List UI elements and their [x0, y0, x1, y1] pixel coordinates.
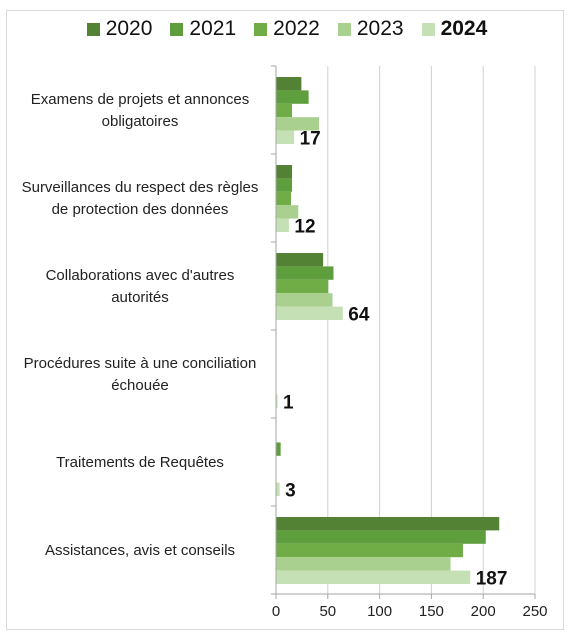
- data-label: 12: [294, 216, 315, 237]
- legend-item: 2023: [337, 17, 404, 41]
- bar-2022: [276, 543, 463, 558]
- data-label: 1: [283, 392, 294, 413]
- bar-2024: [276, 570, 471, 584]
- legend-swatch: [254, 22, 268, 36]
- data-label: 64: [348, 304, 370, 325]
- x-tick-label: 150: [419, 603, 444, 620]
- data-label: 3: [285, 480, 296, 501]
- bar-2022: [276, 279, 329, 294]
- bar-2020: [276, 165, 293, 179]
- legend-swatch: [337, 22, 351, 36]
- bar-2021: [276, 178, 293, 192]
- legend-label: 2022: [273, 17, 320, 40]
- bar-2022: [276, 191, 292, 206]
- x-tick-label: 250: [522, 603, 547, 620]
- bar-2024: [276, 394, 278, 408]
- category-label: échouée: [111, 377, 169, 394]
- bar-2023: [276, 557, 451, 571]
- bar-2024: [276, 130, 295, 144]
- bar-2023: [276, 205, 299, 219]
- legend-swatch: [170, 22, 184, 36]
- bar-2021: [276, 442, 281, 456]
- category-label: autorités: [111, 289, 169, 306]
- bar-2023: [276, 117, 319, 131]
- legend-item: 2020: [86, 17, 153, 41]
- bar-2024: [276, 482, 280, 496]
- category-label: obligatoires: [102, 113, 179, 130]
- x-tick-label: 200: [471, 603, 496, 620]
- bar-2021: [276, 266, 334, 280]
- bar-2020: [276, 253, 324, 267]
- bar-2021: [276, 530, 486, 544]
- category-label: Surveillances du respect des règles: [22, 179, 259, 196]
- legend-swatch: [86, 22, 100, 36]
- legend-swatch: [421, 22, 435, 36]
- legend-label: 2024: [440, 17, 488, 40]
- category-label: de protection des données: [52, 201, 229, 218]
- legend-item: 2024: [421, 17, 488, 41]
- legend-label: 2021: [189, 17, 237, 40]
- bar-2021: [276, 90, 309, 104]
- legend-label: 2023: [356, 17, 404, 40]
- data-label: 187: [476, 568, 508, 589]
- data-label: 17: [300, 128, 321, 149]
- legend-label: 2020: [105, 17, 153, 40]
- x-tick-label: 50: [319, 603, 336, 620]
- x-tick-label: 0: [272, 603, 280, 620]
- bar-2024: [276, 306, 343, 320]
- category-label: Assistances, avis et conseils: [45, 542, 235, 559]
- x-tick-label: 100: [367, 603, 392, 620]
- bar-2020: [276, 77, 302, 91]
- bar-2020: [276, 517, 500, 531]
- category-label: Procédures suite à une conciliation: [24, 355, 257, 372]
- bar-2024: [276, 218, 289, 232]
- category-label: Collaborations avec d'autres: [46, 267, 235, 284]
- category-label: Examens de projets et annonces: [31, 91, 249, 108]
- legend-item: 2022: [254, 17, 320, 41]
- chart-legend: 2020 2021 2022 2023 2024: [0, 14, 574, 44]
- bar-2023: [276, 293, 333, 307]
- bar-2022: [276, 103, 293, 118]
- legend-item: 2021: [170, 17, 236, 41]
- category-label: Traitements de Requêtes: [56, 454, 224, 471]
